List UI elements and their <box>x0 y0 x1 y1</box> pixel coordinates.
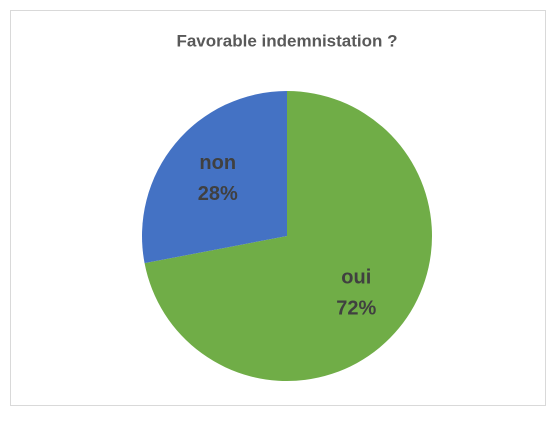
value-label: 72% <box>336 298 376 320</box>
pie-slice <box>141 91 287 264</box>
slice-label: oui <box>341 267 371 289</box>
pie-slice <box>144 91 432 381</box>
slice-label: non <box>199 152 236 174</box>
value-label: 28% <box>198 183 238 205</box>
chart-title: Favorable indemnistation ? <box>176 31 397 50</box>
